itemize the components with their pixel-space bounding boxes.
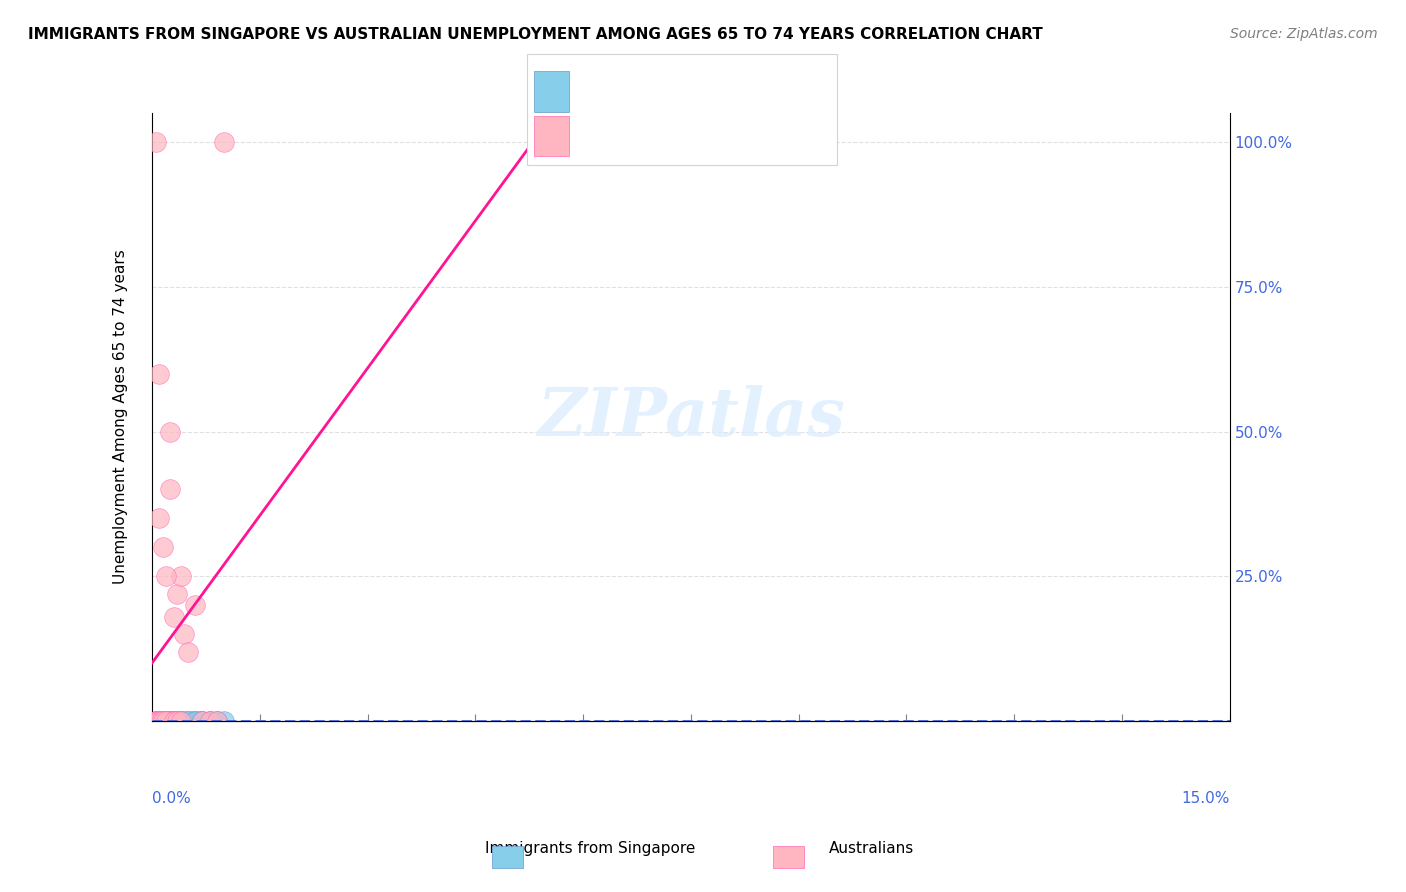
Point — [148, 714, 170, 728]
Point — [152, 714, 174, 728]
Point — [180, 714, 202, 728]
Point — [148, 367, 170, 381]
Point — [153, 714, 176, 728]
Point — [170, 714, 193, 728]
Point — [205, 714, 228, 728]
Point — [148, 714, 170, 728]
Point — [177, 714, 200, 728]
Point — [170, 569, 193, 583]
Point — [145, 714, 167, 728]
Point — [149, 714, 172, 728]
Text: Immigrants from Singapore: Immigrants from Singapore — [485, 841, 696, 856]
Point — [198, 714, 221, 728]
Point — [156, 714, 179, 728]
Point — [170, 714, 193, 728]
Point — [162, 610, 184, 624]
Point — [184, 714, 207, 728]
Point — [146, 714, 169, 728]
Point — [162, 714, 184, 728]
Point — [145, 714, 167, 728]
Point — [152, 541, 174, 555]
Point — [162, 714, 184, 728]
Point — [146, 714, 169, 728]
Point — [198, 714, 221, 728]
Text: R =  0.054   N =  36: R = 0.054 N = 36 — [562, 71, 730, 89]
Point — [145, 714, 167, 728]
Point — [162, 714, 184, 728]
Point — [205, 714, 228, 728]
Point — [166, 587, 188, 601]
Text: ZIPatlas: ZIPatlas — [537, 384, 845, 450]
Point — [205, 714, 228, 728]
Point — [148, 714, 170, 728]
Point — [155, 569, 177, 583]
Point — [155, 714, 177, 728]
Point — [149, 714, 172, 728]
Point — [159, 714, 181, 728]
Point — [148, 714, 170, 728]
Point — [155, 714, 177, 728]
Point — [156, 714, 179, 728]
Point — [177, 644, 200, 658]
Text: Source: ZipAtlas.com: Source: ZipAtlas.com — [1230, 27, 1378, 41]
Point — [159, 483, 181, 497]
Text: 15.0%: 15.0% — [1181, 790, 1230, 805]
Point — [166, 714, 188, 728]
Point — [198, 714, 221, 728]
Point — [145, 714, 167, 728]
Point — [166, 714, 188, 728]
Point — [170, 714, 193, 728]
Y-axis label: Unemployment Among Ages 65 to 74 years: Unemployment Among Ages 65 to 74 years — [114, 250, 128, 584]
Point — [173, 627, 195, 641]
Point — [191, 714, 214, 728]
Point — [149, 714, 172, 728]
Point — [191, 714, 214, 728]
Point — [162, 714, 184, 728]
Point — [146, 714, 169, 728]
Point — [159, 714, 181, 728]
Point — [191, 714, 214, 728]
Text: IMMIGRANTS FROM SINGAPORE VS AUSTRALIAN UNEMPLOYMENT AMONG AGES 65 TO 74 YEARS C: IMMIGRANTS FROM SINGAPORE VS AUSTRALIAN … — [28, 27, 1043, 42]
Point — [212, 714, 235, 728]
Point — [160, 714, 183, 728]
Text: Australians: Australians — [830, 841, 914, 856]
Point — [184, 714, 207, 728]
Point — [159, 425, 181, 439]
Point — [184, 599, 207, 613]
Point — [155, 714, 177, 728]
Text: 0.0%: 0.0% — [152, 790, 191, 805]
Point — [166, 714, 188, 728]
Point — [145, 135, 167, 149]
Point — [173, 714, 195, 728]
Point — [187, 714, 209, 728]
Point — [212, 135, 235, 149]
Point — [152, 714, 174, 728]
Text: R =  0.691   N =  37: R = 0.691 N = 37 — [562, 120, 730, 138]
Point — [152, 714, 174, 728]
Point — [153, 714, 176, 728]
Point — [148, 511, 170, 525]
Point — [152, 714, 174, 728]
Point — [155, 714, 177, 728]
Point — [177, 714, 200, 728]
Point — [150, 714, 173, 728]
Point — [159, 714, 181, 728]
Point — [150, 714, 173, 728]
